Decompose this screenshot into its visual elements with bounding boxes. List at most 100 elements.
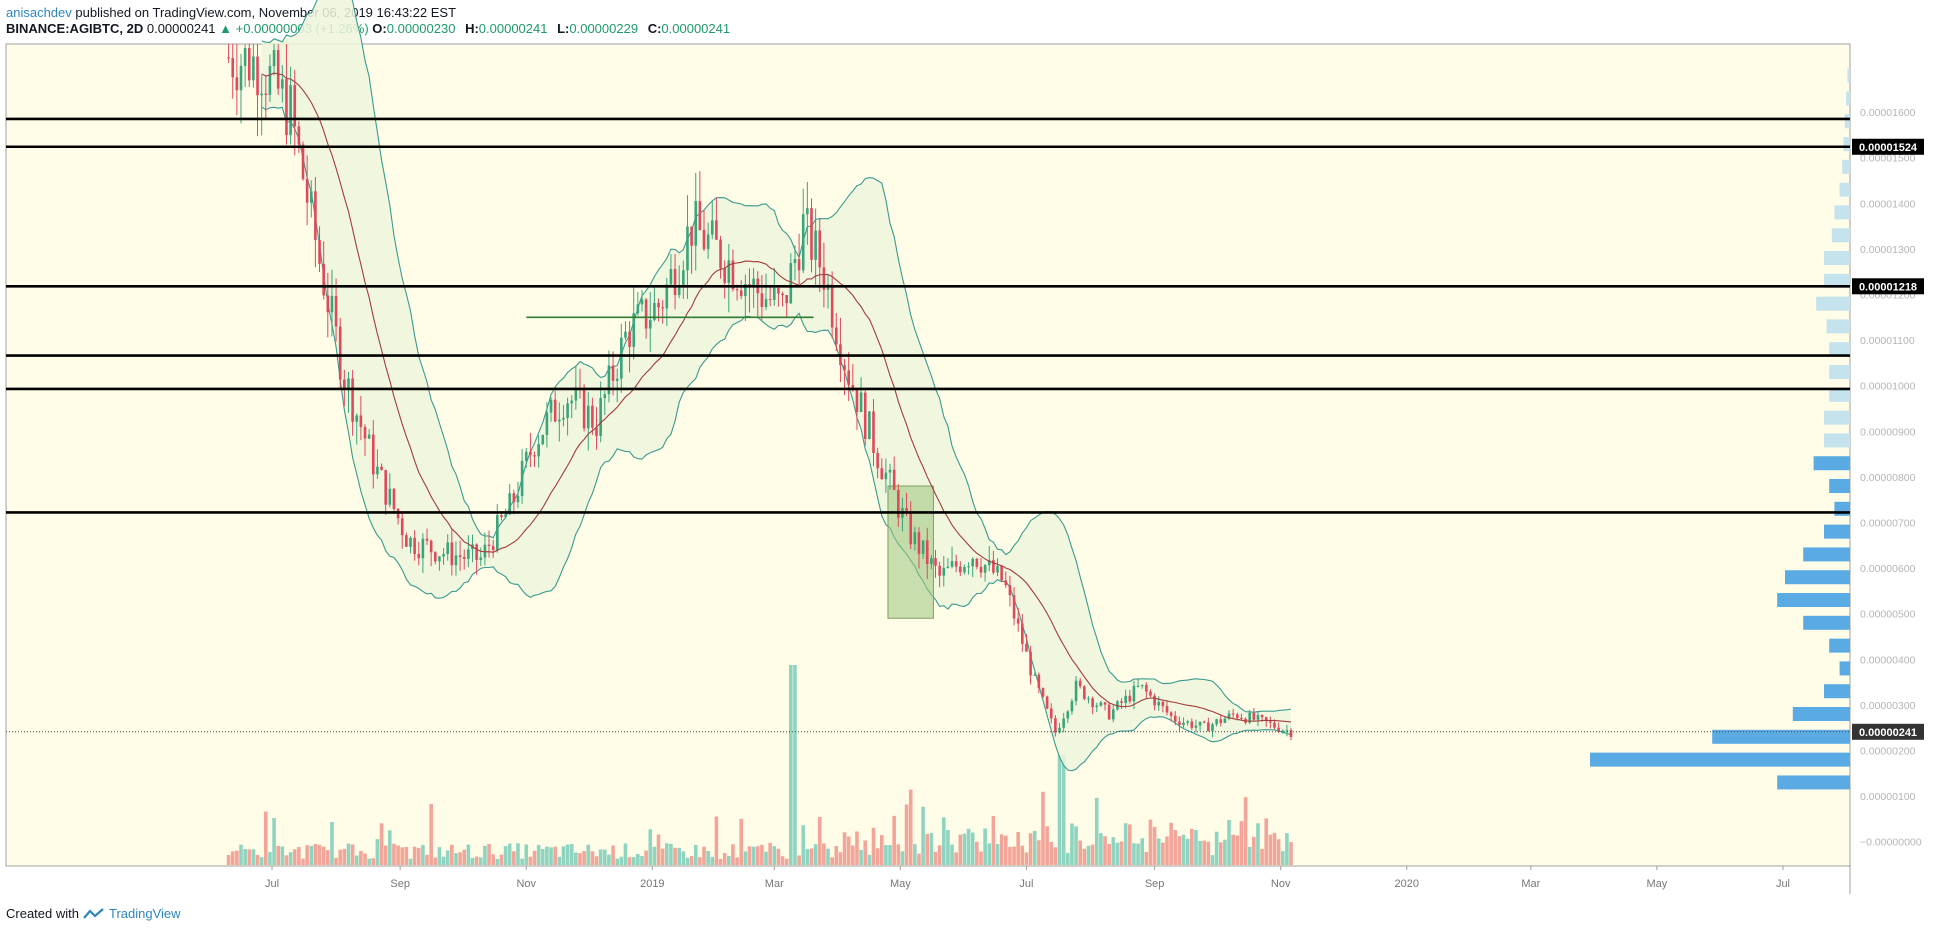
- candle-body[interactable]: [264, 93, 268, 95]
- candle-body[interactable]: [330, 295, 334, 313]
- candle-body[interactable]: [1107, 704, 1111, 720]
- candle-body[interactable]: [479, 557, 483, 560]
- candle-body[interactable]: [1045, 696, 1049, 709]
- candle-body[interactable]: [748, 284, 751, 286]
- candle-body[interactable]: [252, 56, 255, 81]
- candle-body[interactable]: [1078, 680, 1082, 687]
- candle-body[interactable]: [487, 544, 491, 546]
- candle-body[interactable]: [1083, 686, 1086, 699]
- candle-body[interactable]: [1103, 702, 1107, 705]
- candle-body[interactable]: [400, 518, 404, 536]
- candle-body[interactable]: [1120, 701, 1123, 703]
- tradingview-brand-link[interactable]: TradingView: [108, 906, 181, 921]
- candle-body[interactable]: [417, 554, 421, 559]
- candle-body[interactable]: [359, 415, 363, 427]
- candle-body[interactable]: [987, 560, 991, 566]
- candle-body[interactable]: [363, 426, 367, 439]
- candle-body[interactable]: [582, 389, 586, 429]
- candle-body[interactable]: [376, 466, 379, 475]
- candle-body[interactable]: [801, 214, 805, 271]
- candle-body[interactable]: [367, 434, 371, 439]
- candle-body[interactable]: [1070, 701, 1074, 712]
- candle-body[interactable]: [963, 567, 966, 573]
- candle-body[interactable]: [702, 229, 706, 250]
- candle-body[interactable]: [508, 493, 512, 515]
- candle-body[interactable]: [611, 365, 615, 381]
- candle-body[interactable]: [603, 394, 607, 398]
- candle-body[interactable]: [314, 191, 317, 241]
- candle-body[interactable]: [1223, 718, 1227, 723]
- candle-body[interactable]: [1194, 725, 1198, 728]
- candle-body[interactable]: [1227, 713, 1231, 719]
- candle-body[interactable]: [905, 508, 908, 513]
- candle-body[interactable]: [1095, 705, 1099, 708]
- candle-body[interactable]: [388, 488, 392, 505]
- candle-body[interactable]: [425, 538, 429, 541]
- candle-body[interactable]: [1012, 595, 1016, 619]
- candle-body[interactable]: [1041, 688, 1045, 697]
- candle-body[interactable]: [297, 126, 301, 145]
- candle-body[interactable]: [913, 532, 917, 545]
- candle-body[interactable]: [429, 540, 433, 553]
- candle-body[interactable]: [380, 466, 383, 471]
- candle-body[interactable]: [272, 50, 276, 67]
- candle-body[interactable]: [1182, 722, 1185, 726]
- candle-body[interactable]: [648, 319, 652, 329]
- candle-body[interactable]: [338, 326, 342, 380]
- candle-body[interactable]: [644, 299, 648, 329]
- candle-body[interactable]: [599, 397, 602, 436]
- candle-body[interactable]: [934, 558, 937, 566]
- candle-body[interactable]: [1025, 643, 1028, 652]
- candle-body[interactable]: [289, 85, 292, 136]
- candle-body[interactable]: [305, 179, 309, 203]
- candle-body[interactable]: [467, 549, 470, 559]
- candle-body[interactable]: [347, 378, 350, 390]
- candle-body[interactable]: [653, 302, 656, 320]
- author-link[interactable]: anisachdev: [6, 5, 72, 20]
- candle-body[interactable]: [334, 295, 338, 327]
- candle-body[interactable]: [545, 412, 549, 435]
- candle-body[interactable]: [785, 295, 788, 304]
- candle-body[interactable]: [1165, 706, 1169, 713]
- candle-body[interactable]: [1157, 701, 1161, 706]
- candle-body[interactable]: [318, 240, 321, 264]
- candle-body[interactable]: [657, 302, 660, 308]
- candle-body[interactable]: [1149, 691, 1152, 696]
- candle-body[interactable]: [615, 378, 619, 381]
- candle-body[interactable]: [1128, 695, 1132, 702]
- candle-body[interactable]: [719, 239, 722, 269]
- candle-body[interactable]: [1219, 719, 1223, 723]
- candle-body[interactable]: [764, 299, 768, 308]
- candle-body[interactable]: [863, 392, 867, 439]
- candle-body[interactable]: [677, 284, 681, 296]
- candle-body[interactable]: [661, 307, 664, 309]
- candle-body[interactable]: [442, 554, 445, 557]
- candle-body[interactable]: [1054, 718, 1057, 733]
- candle-body[interactable]: [1062, 718, 1065, 728]
- candle-body[interactable]: [1186, 721, 1189, 723]
- candle-body[interactable]: [843, 365, 846, 371]
- candle-body[interactable]: [682, 270, 685, 285]
- candle-body[interactable]: [1231, 713, 1235, 715]
- candle-body[interactable]: [868, 411, 871, 439]
- tradingview-logo-icon[interactable]: [83, 908, 105, 920]
- candle-body[interactable]: [247, 47, 251, 81]
- candle-body[interactable]: [586, 405, 590, 429]
- candle-body[interactable]: [549, 399, 553, 413]
- candle-body[interactable]: [1016, 618, 1020, 624]
- candle-body[interactable]: [959, 566, 962, 573]
- candle-body[interactable]: [723, 268, 726, 283]
- candle-body[interactable]: [1281, 730, 1285, 732]
- candle-body[interactable]: [1099, 702, 1103, 706]
- candle-body[interactable]: [884, 472, 888, 480]
- candle-body[interactable]: [1111, 709, 1115, 720]
- candle-body[interactable]: [930, 558, 933, 565]
- candle-body[interactable]: [735, 289, 739, 291]
- candle-body[interactable]: [450, 542, 454, 566]
- candle-body[interactable]: [1248, 712, 1251, 723]
- candle-body[interactable]: [731, 260, 735, 290]
- candle-body[interactable]: [351, 378, 354, 422]
- candle-body[interactable]: [421, 538, 425, 559]
- candle-body[interactable]: [921, 540, 925, 554]
- candle-body[interactable]: [454, 555, 458, 566]
